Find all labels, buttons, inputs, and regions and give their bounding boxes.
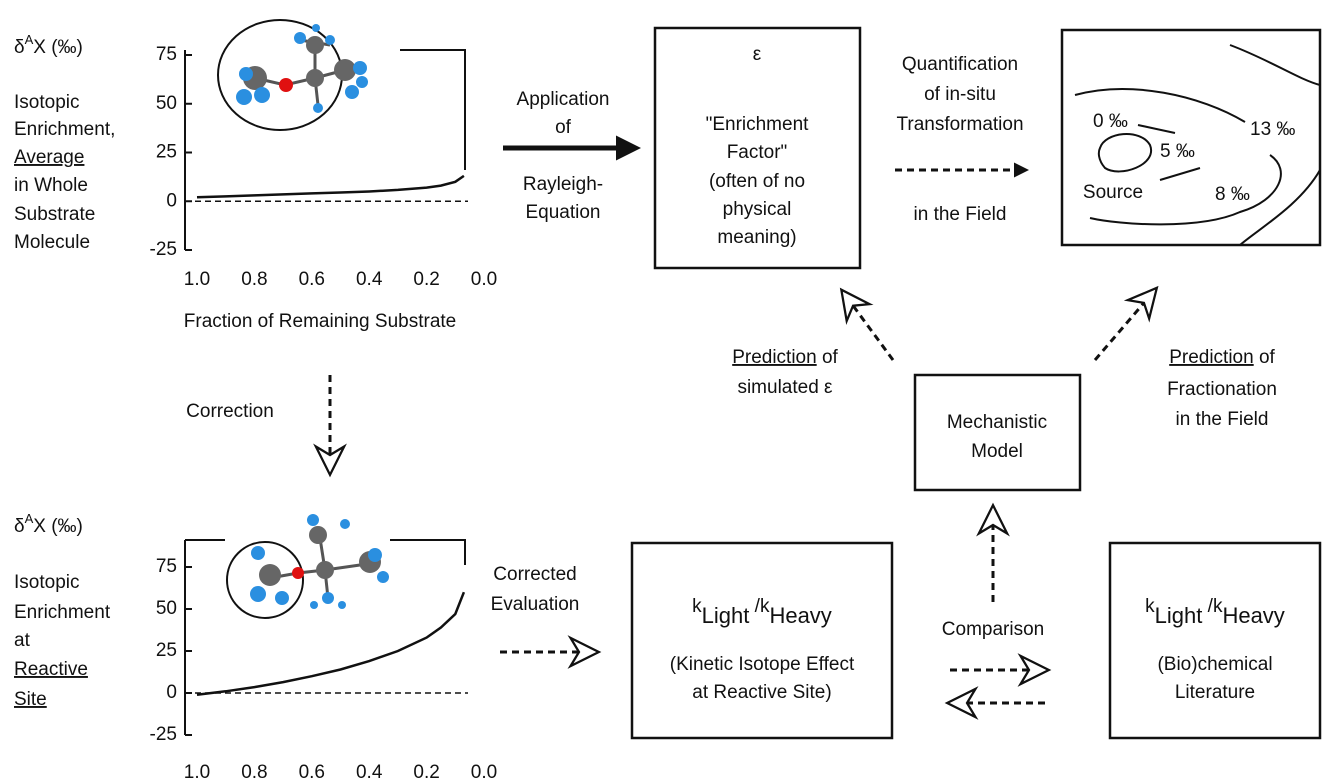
description: Isotopic	[14, 572, 79, 593]
epsilon-symbol: ε	[753, 44, 762, 65]
description: in Whole	[14, 175, 88, 196]
contour-label: 5 ‰	[1160, 141, 1195, 162]
x-tick-label: 0.2	[413, 762, 439, 782]
description: Average	[14, 147, 84, 168]
y-tick-label: 75	[156, 44, 177, 65]
description: Reactive	[14, 659, 88, 680]
y-tick-label: 75	[156, 556, 177, 577]
arrow-label: of	[555, 117, 572, 138]
curve	[197, 176, 464, 197]
diagram: δAX (‰) Isotopic Enrichment, Average in …	[0, 0, 1329, 782]
x-tick-label: 0.8	[241, 762, 267, 782]
source-label: Source	[1083, 182, 1143, 203]
x-tick-label: 0.2	[413, 269, 439, 290]
literature-box	[1110, 543, 1320, 738]
x-axis-label: Fraction of Remaining Substrate	[184, 311, 456, 332]
y-tick-label: 25	[156, 640, 177, 661]
y-axis-symbol: δAX (‰)	[14, 32, 83, 58]
kie-box	[632, 543, 892, 738]
arrow-label: Application	[517, 89, 610, 110]
prediction-label: Fractionation	[1167, 379, 1277, 400]
contour-label: 8 ‰	[1215, 184, 1250, 205]
prediction-label: in the Field	[1176, 409, 1269, 430]
x-tick-label: 1.0	[184, 762, 210, 782]
prediction-label: Prediction of	[1169, 347, 1275, 368]
box-text: "Enrichment	[706, 114, 810, 135]
x-tick-label: 0.4	[356, 762, 383, 782]
prediction-label: simulated ε	[737, 377, 833, 398]
box-text: Factor"	[727, 142, 788, 163]
contour-label: 0 ‰	[1093, 111, 1128, 132]
y-tick-label: 50	[156, 598, 177, 619]
x-tick-label: 0.6	[299, 762, 325, 782]
arrow-label: Transformation	[896, 114, 1023, 135]
y-axis-symbol: δAX (‰)	[14, 511, 83, 537]
description: Enrichment	[14, 602, 111, 623]
description: Isotopic	[14, 92, 79, 113]
x-tick-label: 1.0	[184, 269, 210, 290]
x-tick-label: 0.0	[471, 762, 497, 782]
description: Substrate	[14, 204, 95, 225]
arrow-label: Correction	[186, 401, 274, 422]
box-text: (often of no	[709, 171, 805, 192]
arrow	[843, 292, 893, 360]
y-tick-label: 0	[166, 682, 177, 703]
arrow-label: in the Field	[914, 204, 1007, 225]
description: at	[14, 630, 31, 651]
box-text: Literature	[1175, 682, 1255, 703]
description: Molecule	[14, 232, 90, 253]
arrow-label: Evaluation	[491, 594, 580, 615]
box-text: at Reactive Site)	[692, 682, 831, 703]
arrow-label: Rayleigh-	[523, 174, 603, 195]
box-text: meaning)	[717, 227, 796, 248]
y-tick-label: -25	[150, 239, 177, 260]
box-text: Model	[971, 441, 1023, 462]
arrow	[1095, 290, 1155, 360]
contour-label: 13 ‰	[1250, 119, 1295, 140]
arrow-label: Equation	[525, 202, 600, 223]
x-tick-label: 0.0	[471, 269, 497, 290]
description: Site	[14, 689, 47, 710]
box-text: (Kinetic Isotope Effect	[670, 654, 855, 675]
box-text: Mechanistic	[947, 412, 1047, 433]
y-tick-label: 0	[166, 190, 177, 211]
arrow-label: Quantification	[902, 54, 1018, 75]
description: Enrichment,	[14, 119, 115, 140]
x-tick-label: 0.6	[299, 269, 325, 290]
molecule	[218, 20, 368, 130]
prediction-label: Prediction of	[732, 347, 838, 368]
y-tick-label: 25	[156, 142, 177, 163]
box-text: physical	[723, 199, 792, 220]
x-tick-label: 0.8	[241, 269, 267, 290]
arrow-label: Comparison	[942, 619, 1044, 640]
box-text: (Bio)chemical	[1157, 654, 1272, 675]
x-tick-label: 0.4	[356, 269, 383, 290]
arrow-label: Corrected	[493, 564, 576, 585]
molecule	[227, 514, 389, 618]
curve	[197, 592, 464, 695]
y-tick-label: -25	[150, 724, 177, 745]
y-tick-label: 50	[156, 93, 177, 114]
arrow-label: of in-situ	[924, 84, 996, 105]
